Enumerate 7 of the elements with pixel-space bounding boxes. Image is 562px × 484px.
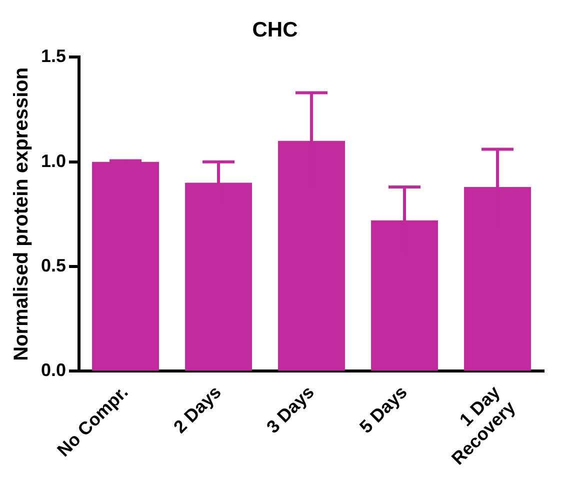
- bar: [92, 162, 159, 371]
- chart-title: CHC: [252, 18, 298, 42]
- y-tick-label: 1.5: [40, 46, 66, 66]
- y-axis-title: Normalised protein expression: [10, 67, 33, 361]
- y-tick-label: 1.0: [40, 150, 66, 171]
- y-tick-label: 0.5: [40, 255, 66, 276]
- y-tick-label: 0.0: [40, 360, 66, 380]
